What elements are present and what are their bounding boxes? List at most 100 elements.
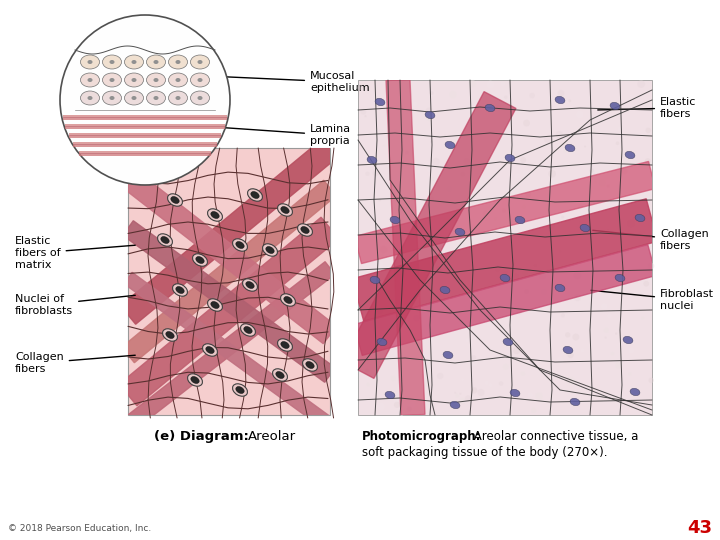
Circle shape — [382, 282, 390, 290]
Text: Mucosal
epithelium: Mucosal epithelium — [188, 71, 369, 93]
Circle shape — [541, 289, 546, 295]
Ellipse shape — [555, 285, 565, 292]
Circle shape — [485, 381, 489, 385]
Ellipse shape — [207, 299, 222, 311]
Ellipse shape — [263, 244, 277, 256]
Circle shape — [430, 91, 433, 95]
Circle shape — [516, 309, 522, 315]
Circle shape — [437, 373, 444, 379]
Circle shape — [632, 278, 639, 284]
Circle shape — [382, 314, 384, 316]
Circle shape — [548, 170, 556, 178]
Ellipse shape — [244, 327, 252, 333]
Circle shape — [482, 211, 488, 217]
Circle shape — [432, 158, 440, 166]
Ellipse shape — [191, 376, 199, 383]
Ellipse shape — [81, 73, 99, 87]
Ellipse shape — [277, 339, 292, 351]
Circle shape — [366, 383, 370, 387]
Ellipse shape — [555, 96, 565, 104]
Circle shape — [471, 387, 477, 394]
Circle shape — [548, 206, 554, 212]
Circle shape — [500, 82, 505, 86]
Circle shape — [397, 176, 401, 180]
Circle shape — [624, 249, 629, 254]
Ellipse shape — [109, 96, 114, 100]
Ellipse shape — [248, 189, 263, 201]
Polygon shape — [124, 272, 334, 431]
Circle shape — [423, 245, 428, 250]
Circle shape — [504, 96, 508, 99]
Circle shape — [513, 347, 521, 354]
Circle shape — [449, 91, 456, 98]
Bar — [63, 115, 227, 120]
Circle shape — [485, 303, 489, 307]
Circle shape — [376, 262, 384, 269]
Circle shape — [407, 407, 412, 411]
Ellipse shape — [102, 91, 122, 105]
Ellipse shape — [207, 209, 222, 221]
Circle shape — [377, 402, 384, 410]
Circle shape — [379, 199, 381, 201]
Circle shape — [402, 161, 405, 164]
Circle shape — [372, 170, 379, 176]
Circle shape — [382, 349, 385, 351]
Circle shape — [380, 246, 387, 253]
Ellipse shape — [301, 227, 309, 233]
Circle shape — [557, 357, 564, 364]
Circle shape — [496, 105, 501, 110]
Polygon shape — [354, 161, 655, 264]
Circle shape — [627, 220, 635, 227]
Ellipse shape — [125, 55, 143, 69]
Circle shape — [515, 173, 521, 179]
Polygon shape — [123, 262, 335, 431]
Circle shape — [446, 259, 451, 264]
Ellipse shape — [455, 228, 465, 235]
Ellipse shape — [565, 144, 575, 152]
Ellipse shape — [163, 329, 177, 341]
Circle shape — [643, 413, 646, 415]
Circle shape — [403, 214, 410, 221]
Ellipse shape — [443, 352, 453, 359]
Ellipse shape — [440, 286, 450, 294]
Circle shape — [426, 107, 433, 115]
Text: 43: 43 — [687, 519, 712, 537]
Circle shape — [521, 214, 523, 217]
Ellipse shape — [146, 73, 166, 87]
Circle shape — [377, 309, 383, 314]
Ellipse shape — [146, 91, 166, 105]
Circle shape — [426, 306, 432, 312]
Circle shape — [531, 408, 536, 413]
Ellipse shape — [236, 241, 244, 248]
Circle shape — [477, 389, 485, 396]
Circle shape — [459, 397, 465, 403]
Ellipse shape — [635, 214, 645, 221]
Bar — [66, 124, 225, 129]
Circle shape — [580, 348, 585, 353]
Circle shape — [503, 271, 508, 276]
Polygon shape — [122, 221, 336, 382]
Circle shape — [644, 281, 649, 287]
Ellipse shape — [191, 73, 210, 87]
Ellipse shape — [302, 359, 318, 371]
Text: Photomicrograph:: Photomicrograph: — [362, 430, 482, 443]
Circle shape — [564, 150, 567, 153]
Text: © 2018 Pearson Education, Inc.: © 2018 Pearson Education, Inc. — [8, 523, 151, 532]
Circle shape — [371, 318, 379, 326]
Circle shape — [610, 278, 616, 285]
Ellipse shape — [168, 55, 187, 69]
Circle shape — [487, 80, 494, 88]
Circle shape — [618, 196, 621, 199]
Circle shape — [382, 285, 387, 289]
Bar — [358, 80, 652, 415]
Ellipse shape — [146, 55, 166, 69]
Ellipse shape — [425, 111, 435, 119]
Circle shape — [465, 395, 472, 402]
Ellipse shape — [377, 339, 387, 346]
Polygon shape — [128, 148, 330, 415]
Circle shape — [428, 214, 435, 221]
Circle shape — [629, 348, 634, 354]
Circle shape — [610, 397, 613, 400]
Ellipse shape — [192, 254, 207, 266]
Ellipse shape — [625, 151, 635, 159]
